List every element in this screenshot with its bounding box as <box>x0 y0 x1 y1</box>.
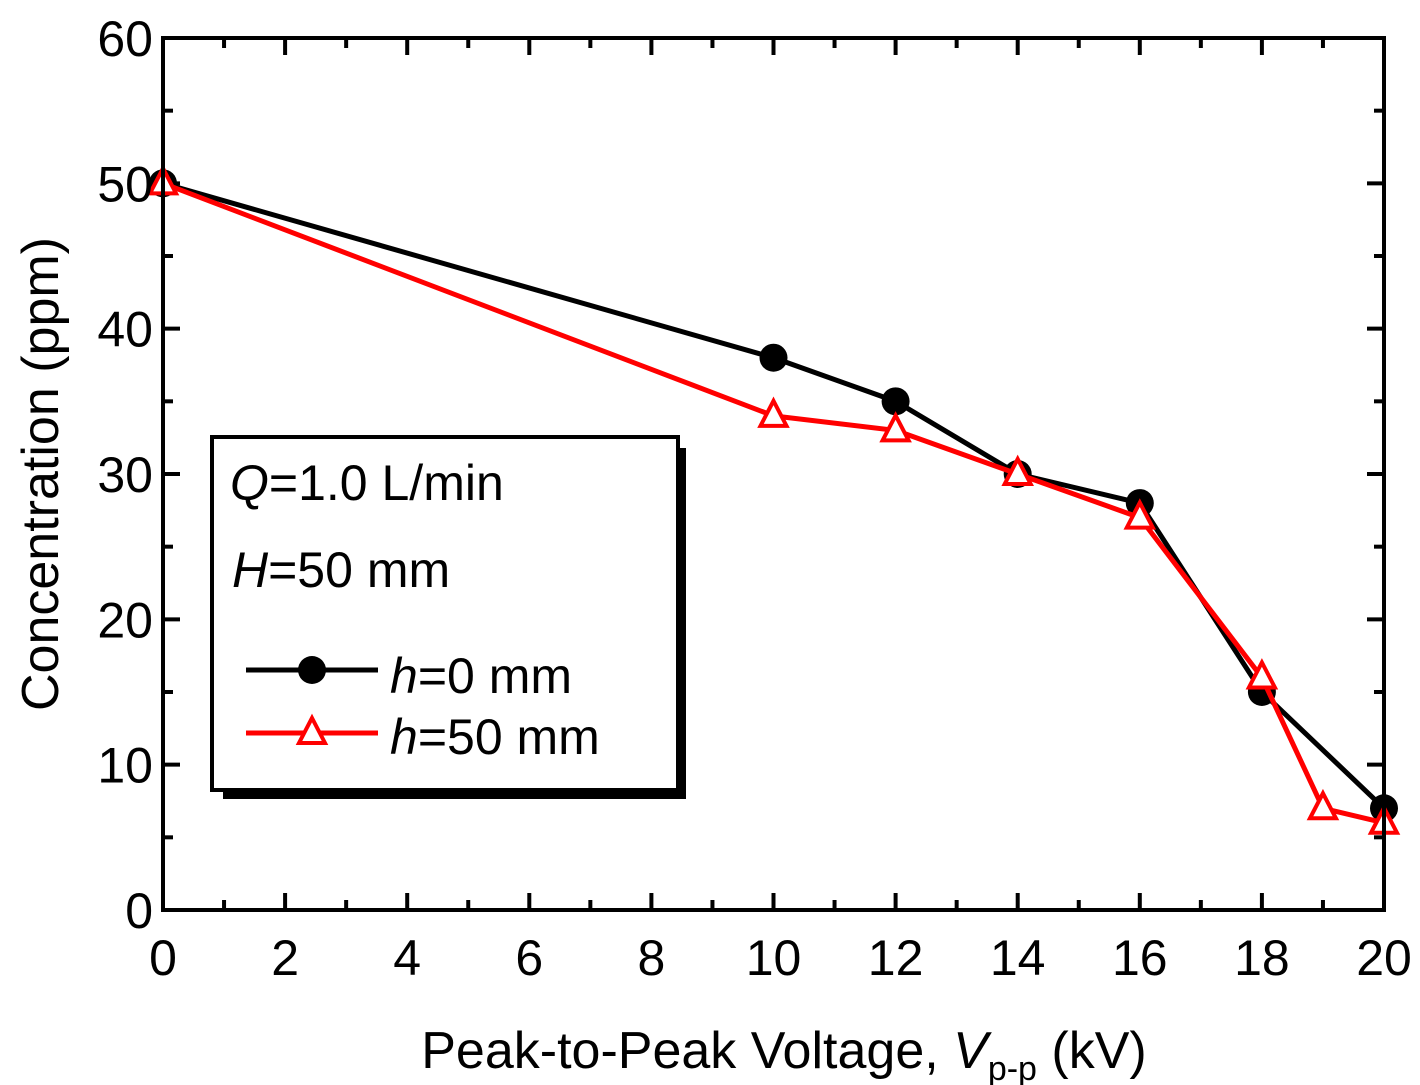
tick-labels: 0 2 4 6 8 10 12 14 16 18 20 0 10 20 30 40 50 60 <box>97 11 1411 986</box>
data-point <box>879 411 912 443</box>
x-tick-label: 8 <box>637 930 665 986</box>
x-tick-label: 20 <box>1356 930 1412 986</box>
legend-entry-h50: h=50 mm <box>246 709 600 765</box>
x-tick-label: 14 <box>990 930 1046 986</box>
x-tick-label: 6 <box>515 930 543 986</box>
y-tick-label: 40 <box>97 302 153 358</box>
y-tick-label: 30 <box>97 447 153 503</box>
legend-label-h50-value: =50 mm <box>418 709 600 765</box>
legend-label-h0-value: =0 mm <box>418 648 572 704</box>
y-tick-label: 50 <box>97 156 153 212</box>
condition-flow-rate-value: =1.0 L/min <box>269 455 504 511</box>
data-point <box>757 396 790 428</box>
y-axis-title: Concentration (ppm) <box>12 237 70 711</box>
data-point <box>1001 454 1034 486</box>
condition-height-var: H <box>232 542 269 598</box>
plot-frame <box>161 36 1386 912</box>
data-point <box>881 387 910 416</box>
data-point <box>1306 788 1340 821</box>
x-tick-label: 0 <box>149 930 177 986</box>
data-point <box>1245 658 1279 690</box>
legend-entry-h0: h=0 mm <box>246 648 572 704</box>
legend-marker-h50 <box>295 713 329 745</box>
condition-flow-rate: Q=1.0 L/min <box>230 455 504 511</box>
legend-marker-h0 <box>298 656 326 684</box>
y-tick-label: 20 <box>97 592 153 648</box>
x-axis-title-suffix: (kV) <box>1037 1022 1147 1080</box>
y-tick-label: 10 <box>97 738 153 794</box>
series-line <box>162 180 1385 826</box>
x-axis-title-prefix: Peak-to-Peak Voltage, <box>421 1022 953 1080</box>
x-tick-label: 2 <box>271 930 299 986</box>
x-tick-label: 18 <box>1234 930 1290 986</box>
x-axis-title-subscript: p-p <box>988 1050 1037 1085</box>
series-1 <box>146 163 1401 835</box>
condition-flow-rate-var: Q <box>230 455 269 511</box>
condition-height: H=50 mm <box>232 542 450 598</box>
x-tick-label: 16 <box>1112 930 1168 986</box>
data-point <box>759 343 788 372</box>
x-axis-title: Peak-to-Peak Voltage, Vp-p (kV) <box>421 1022 1146 1085</box>
legend: Q=1.0 L/min H=50 mm h=0 mm h=50 mm <box>210 435 686 799</box>
y-tick-label: 60 <box>97 11 153 67</box>
x-axis-title-variable: V <box>953 1022 992 1080</box>
legend-label-h0-var: h <box>390 648 418 704</box>
condition-height-value: =50 mm <box>268 542 450 598</box>
legend-label-h0: h=0 mm <box>390 648 572 704</box>
x-tick-label: 10 <box>746 930 802 986</box>
legend-label-h50: h=50 mm <box>390 709 600 765</box>
data-point <box>1123 498 1157 530</box>
x-tick-label: 4 <box>393 930 421 986</box>
legend-label-h50-var: h <box>390 709 418 765</box>
x-tick-label: 12 <box>868 930 924 986</box>
y-tick-label: 0 <box>125 883 153 939</box>
series-layer <box>146 163 1401 835</box>
